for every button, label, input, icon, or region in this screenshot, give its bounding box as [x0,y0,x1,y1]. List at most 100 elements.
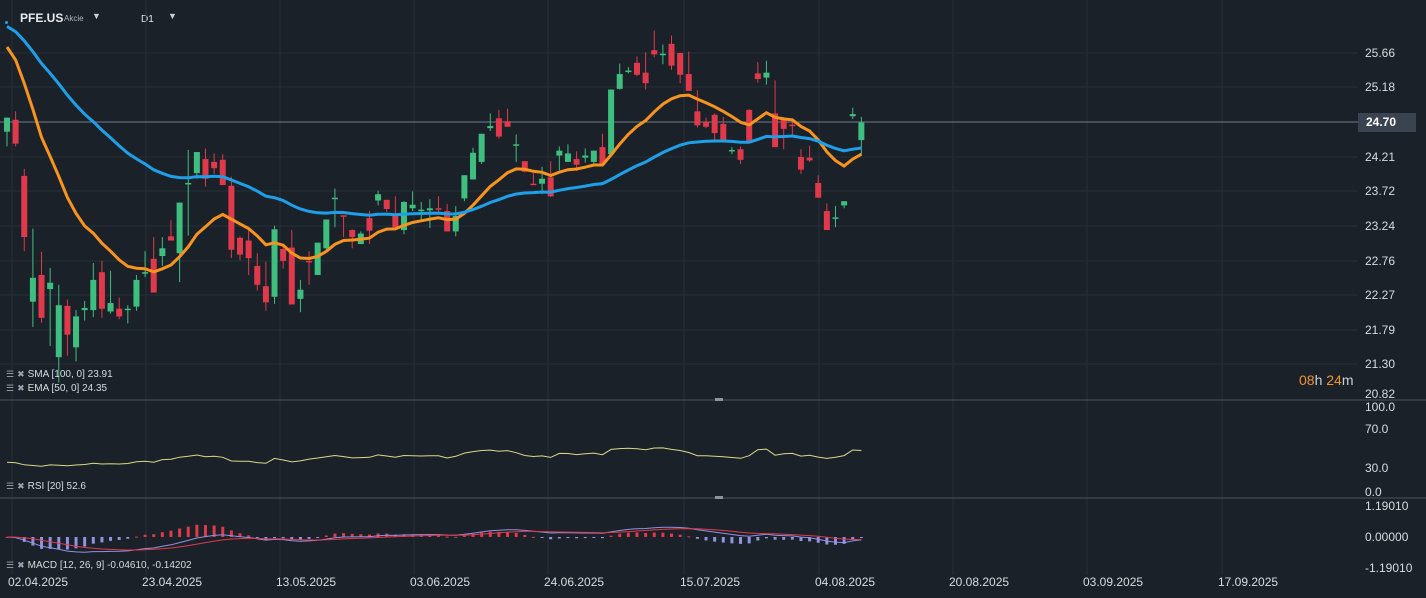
ema-legend[interactable]: ☰ ✖ EMA [50, 0] 24.35 [6,383,107,394]
price-tick: 25.66 [1365,46,1396,60]
macd-histogram-bar [808,537,812,542]
date-tick: 20.08.2025 [949,575,1010,589]
timeframe-dropdown-caret-icon[interactable]: ▼ [168,11,177,21]
indicator-remove-icon[interactable]: ✖ [17,560,25,570]
macd-histogram-bar [290,537,294,540]
candle [47,282,54,290]
candle [133,279,140,307]
macd-histogram-bar [83,537,87,547]
macd-histogram-bar [428,535,432,537]
macd-histogram-bar [695,537,699,539]
date-tick: 03.06.2025 [410,575,471,589]
symbol-type-label: Akcie [64,14,84,23]
macd-histogram-bar [273,537,277,539]
macd-histogram-bar [652,532,656,537]
candle [4,117,10,132]
macd-histogram-bar [661,532,665,537]
candle [81,308,88,311]
candle [73,316,80,348]
indicator-settings-icon[interactable]: ☰ [6,369,15,379]
macd-histogram-bar [298,537,302,540]
macd-histogram-bar [203,525,207,537]
indicator-settings-icon[interactable]: ☰ [6,481,15,491]
candle [383,199,390,209]
candle [167,236,174,241]
sma-line [6,25,862,217]
candle [435,208,442,210]
candle [720,123,727,141]
macd-histogram-bar [618,533,622,537]
symbol-label[interactable]: PFE.US [20,11,64,25]
macd-histogram-bar [635,532,639,537]
macd-histogram-bar [851,537,855,540]
candle [116,308,123,317]
macd-histogram-bar [488,531,492,537]
indicator-remove-icon[interactable]: ✖ [17,369,25,379]
indicator-settings-icon[interactable]: ☰ [6,383,15,393]
macd-histogram-bar [549,537,553,540]
macd-histogram-bar [764,537,768,539]
macd-histogram-bar [626,532,630,537]
macd-histogram-bar [126,537,130,539]
macd-histogram-bar [307,537,311,539]
macd-histogram-bar [40,537,44,549]
pane-resize-handle[interactable] [715,496,723,499]
macd-histogram-bar [281,537,285,539]
macd-histogram-bar [117,537,121,540]
countdown-hours-unit: h [1314,372,1323,388]
macd-histogram-bar [833,537,837,545]
indicator-remove-icon[interactable]: ✖ [17,481,25,491]
status-dot-icon [5,21,8,24]
candle [780,119,787,129]
candle [237,237,244,255]
candle [495,118,502,137]
chart-grid [0,0,1358,575]
sma-legend[interactable]: ☰ ✖ SMA [100, 0] 23.91 [6,369,113,380]
candle [185,182,192,185]
macd-legend[interactable]: ☰ ✖ MACD [12, 26, 9] -0.04610, -0.14202 [6,560,192,571]
candle [685,74,692,91]
rsi-legend[interactable]: ☰ ✖ RSI [20] 52.6 [6,481,86,492]
macd-histogram-bar [454,536,458,538]
price-tick: 23.24 [1365,219,1396,233]
sma-legend-label: SMA [100, 0] 23.91 [27,369,113,380]
timeframe-label[interactable]: D1 [141,14,154,25]
candle [832,217,839,219]
macd-histogram-bar [670,533,674,537]
date-tick: 02.04.2025 [8,575,69,589]
macd-histogram-bar [31,537,35,546]
candle [375,194,382,201]
macd-histogram-bar [704,537,708,541]
macd-histogram-bar [238,533,242,537]
candle [590,150,597,162]
candle [823,211,830,231]
pane-resize-handle[interactable] [715,398,723,401]
macd-histogram-bar [160,532,164,537]
macd-histogram-bar [592,537,596,538]
macd-histogram-bar [678,534,682,537]
candle [470,152,477,180]
candle [651,50,658,55]
indicator-settings-icon[interactable]: ☰ [6,560,15,570]
macd-histogram-bar [342,533,346,537]
candle [38,274,45,318]
candle [55,305,62,358]
symbol-dropdown-caret-icon[interactable]: ▼ [92,11,101,21]
macd-histogram-bar [134,536,138,538]
candle [461,175,468,199]
macd-histogram-bar [316,537,320,538]
rsi-tick: 70.0 [1365,422,1389,436]
candle [633,62,640,75]
date-tick: 15.07.2025 [680,575,741,589]
indicator-remove-icon[interactable]: ✖ [17,383,25,393]
current-price-badge: 24.70 [1358,113,1416,132]
price-tick: 21.30 [1365,357,1396,371]
candle [444,211,451,232]
countdown-hours: 08 [1299,372,1315,388]
candle [599,147,606,165]
price-tick: 23.72 [1365,184,1396,198]
candle [150,258,157,293]
macd-histogram-bar [557,537,561,539]
macd-histogram-bar [523,534,527,537]
